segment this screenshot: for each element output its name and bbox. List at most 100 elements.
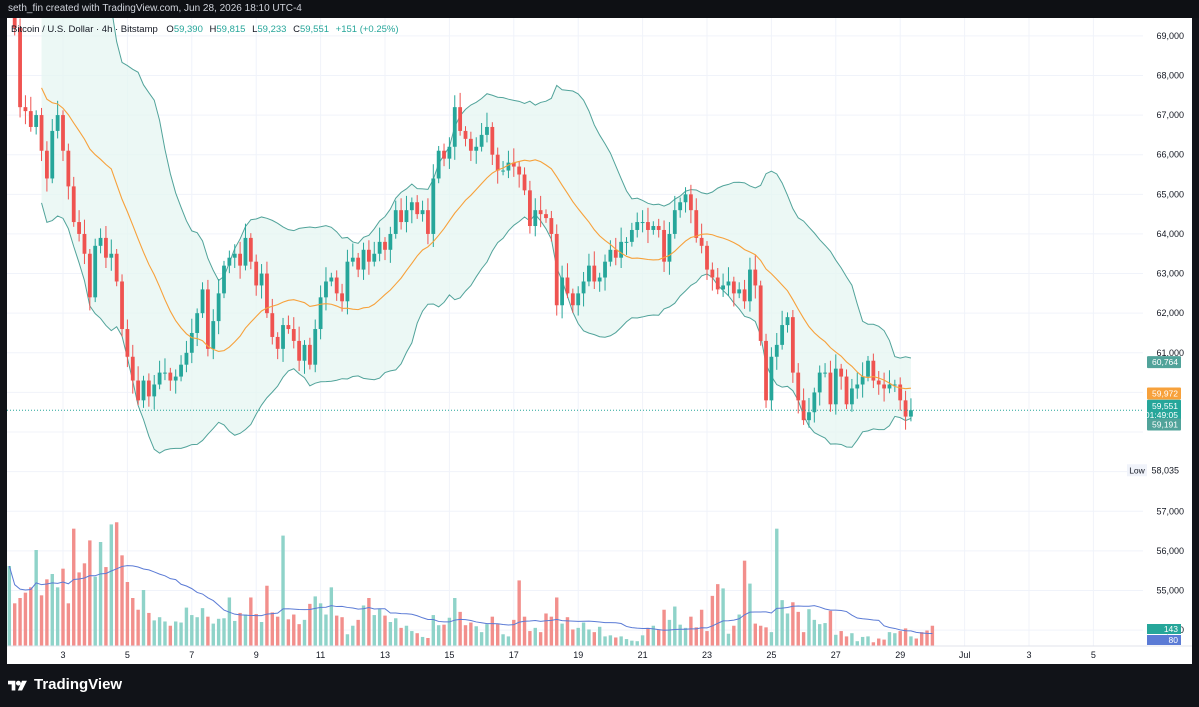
volume-bar — [656, 629, 661, 646]
candle-body — [576, 293, 581, 306]
candle-body — [844, 376, 849, 405]
footer — [0, 664, 1199, 707]
volume-bar — [318, 603, 323, 646]
candle-body — [474, 146, 479, 151]
low-value: 59,233 — [257, 24, 286, 35]
candle-body — [399, 210, 403, 223]
candle-body — [742, 289, 747, 302]
volume-bar — [420, 636, 425, 646]
volume-bar — [399, 627, 403, 646]
volume-bar — [522, 616, 527, 646]
y-tick-label: 61,000 — [1156, 348, 1184, 358]
volume-bar — [18, 598, 22, 646]
tradingview-brand[interactable]: TradingView — [8, 676, 122, 693]
volume-bar — [860, 636, 865, 646]
candle-body — [168, 372, 173, 381]
candle-body — [23, 107, 28, 112]
candle-body — [136, 380, 141, 401]
volume-bar — [297, 624, 301, 646]
symbol-legend: Bitcoin / U.S. Dollar · 4h · Bitstamp O5… — [11, 24, 399, 35]
volume-bar — [485, 624, 489, 646]
volume-bar — [93, 576, 97, 646]
volume-bar — [394, 618, 398, 646]
volume-label: 143 — [1164, 624, 1178, 634]
volume-bar — [506, 636, 511, 646]
candle-body — [479, 134, 484, 147]
candle-body — [152, 384, 157, 397]
volume-bar — [571, 629, 575, 646]
candle-body — [254, 261, 259, 286]
volume-bar — [292, 614, 296, 646]
volume-bar — [490, 616, 495, 646]
price-axis: 54,00055,00056,00057,00061,00062,00063,0… — [1156, 31, 1184, 635]
volume-bar — [356, 619, 360, 646]
volume-bar — [705, 631, 709, 646]
volume-bar — [383, 615, 387, 646]
candle-body — [705, 245, 709, 270]
volume-bar — [624, 639, 629, 646]
volume-bar — [340, 617, 344, 646]
volume-bar — [694, 627, 698, 646]
x-tick-label: 3 — [60, 650, 65, 660]
volume-bar — [737, 614, 741, 646]
candle-body — [114, 253, 119, 282]
volume-bar — [125, 582, 130, 646]
volume-bar — [667, 619, 672, 646]
volume-bar — [898, 631, 902, 646]
candle-body — [297, 340, 302, 361]
volume-bar — [211, 623, 215, 646]
basis-label-bg — [1147, 387, 1181, 400]
volume-bar — [442, 624, 446, 646]
candle-body — [683, 194, 688, 203]
candle-body — [125, 329, 130, 357]
candle-body — [318, 297, 323, 330]
indicator-lines — [7, 87, 1143, 411]
y-tick-label: 67,000 — [1156, 110, 1184, 120]
price-chart[interactable]: 54,00055,00056,00057,00061,00062,00063,0… — [7, 18, 1192, 664]
candle-body — [50, 130, 55, 179]
candle-body — [163, 372, 167, 374]
volume-bar — [254, 614, 258, 646]
volume-bar — [603, 636, 607, 646]
volume-bar — [683, 627, 688, 646]
x-tick-label: 21 — [638, 650, 648, 660]
y-tick-label: 57,000 — [1156, 506, 1184, 516]
volume-bar — [190, 615, 194, 646]
candle-body — [758, 285, 763, 341]
volume-bar — [308, 603, 312, 646]
volume-bar — [855, 641, 859, 646]
volume-bar — [914, 638, 918, 646]
candle-body — [855, 384, 860, 389]
volume-bar — [168, 625, 173, 646]
candle-body — [340, 293, 344, 302]
candle-body — [34, 115, 39, 127]
volume-bar — [23, 592, 28, 646]
candle-body — [624, 241, 629, 243]
volume-bar — [726, 633, 731, 646]
candle-body — [345, 261, 350, 302]
volume-bar — [426, 638, 430, 646]
volume-bar — [45, 579, 49, 646]
y-tick-label: 56,000 — [1156, 546, 1184, 556]
candle-body — [195, 313, 200, 333]
x-tick-label: 5 — [1091, 650, 1096, 660]
candle-body — [501, 170, 505, 172]
volume-bar — [152, 620, 156, 646]
candle-body — [259, 273, 264, 286]
volume-bar — [619, 636, 623, 646]
candle-body — [764, 340, 768, 401]
x-tick-label: 13 — [380, 650, 390, 660]
tradingview-logo-icon — [8, 680, 27, 690]
candle-body — [18, 27, 22, 108]
last-price-label-countdown: 01:49:05 — [1145, 410, 1178, 420]
chart-frame[interactable]: 54,00055,00056,00057,00061,00062,00063,0… — [7, 18, 1192, 664]
x-tick-label: 17 — [509, 650, 519, 660]
candle-body — [415, 202, 420, 215]
candle-body — [189, 332, 194, 353]
candle-body — [146, 380, 151, 397]
volume-bar — [82, 563, 87, 646]
volume-bar — [388, 622, 393, 646]
volume-bar — [458, 611, 462, 646]
candle-body — [667, 233, 672, 262]
last-price-label-bg — [1147, 399, 1181, 421]
